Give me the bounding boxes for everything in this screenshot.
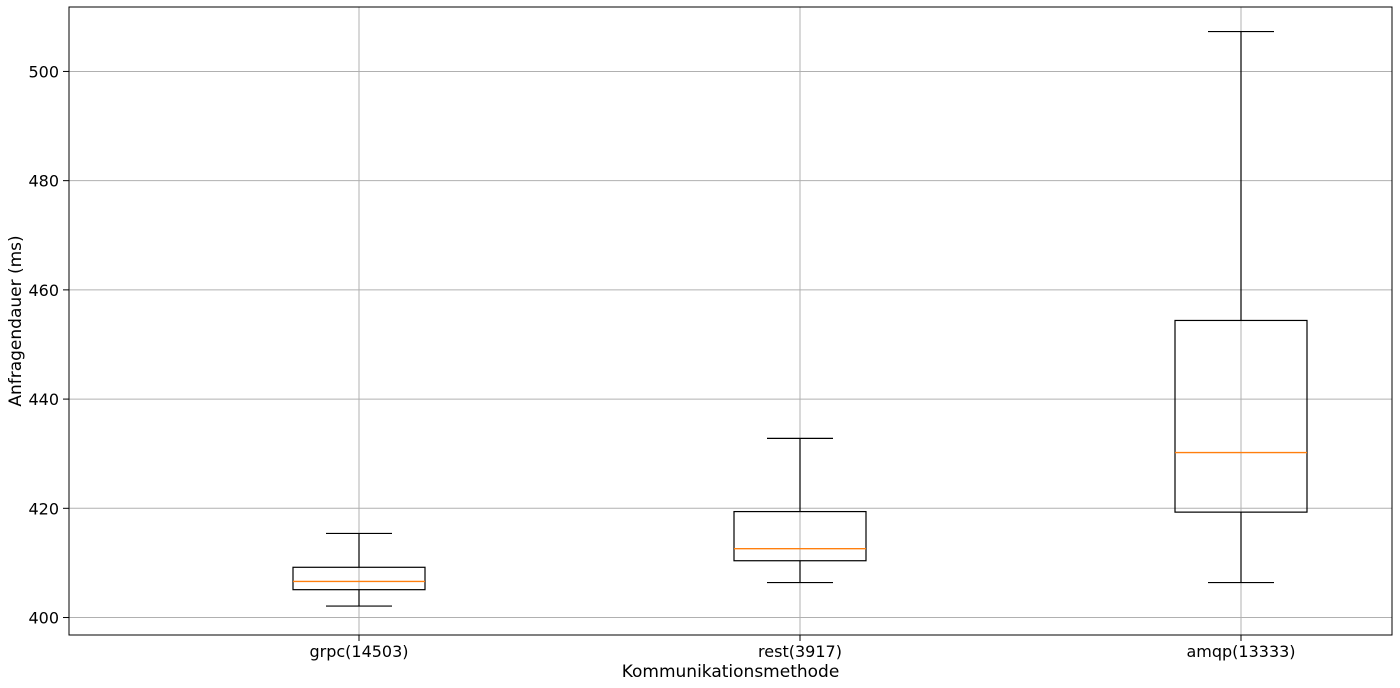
x-tick-label: rest(3917) xyxy=(758,642,842,661)
y-axis-label: Anfragendauer (ms) xyxy=(6,235,26,406)
y-tick-label: 440 xyxy=(28,390,59,409)
x-tick-label: amqp(13333) xyxy=(1186,642,1295,661)
box-1 xyxy=(733,437,867,584)
iqr-box xyxy=(1174,319,1308,513)
iqr-box xyxy=(292,566,426,591)
x-axis-label: Kommunikationsmethode xyxy=(622,662,840,682)
y-axis-ticks: 400 420 440 460 480 500 xyxy=(28,62,69,628)
y-tick-label: 420 xyxy=(28,499,59,518)
y-tick-label: 460 xyxy=(28,281,59,300)
box-0 xyxy=(292,532,426,607)
x-axis-ticks: grpc(14503) rest(3917) amqp(13333) xyxy=(309,635,1296,661)
iqr-box xyxy=(733,510,867,562)
box-plots xyxy=(292,30,1308,607)
plot-frame xyxy=(68,6,1393,636)
y-tick-label: 400 xyxy=(28,609,59,628)
x-tick-label: grpc(14503) xyxy=(309,642,408,661)
y-tick-label: 500 xyxy=(28,62,59,81)
grid-lines xyxy=(69,7,1392,635)
box-2 xyxy=(1174,30,1308,584)
y-tick-label: 480 xyxy=(28,172,59,191)
